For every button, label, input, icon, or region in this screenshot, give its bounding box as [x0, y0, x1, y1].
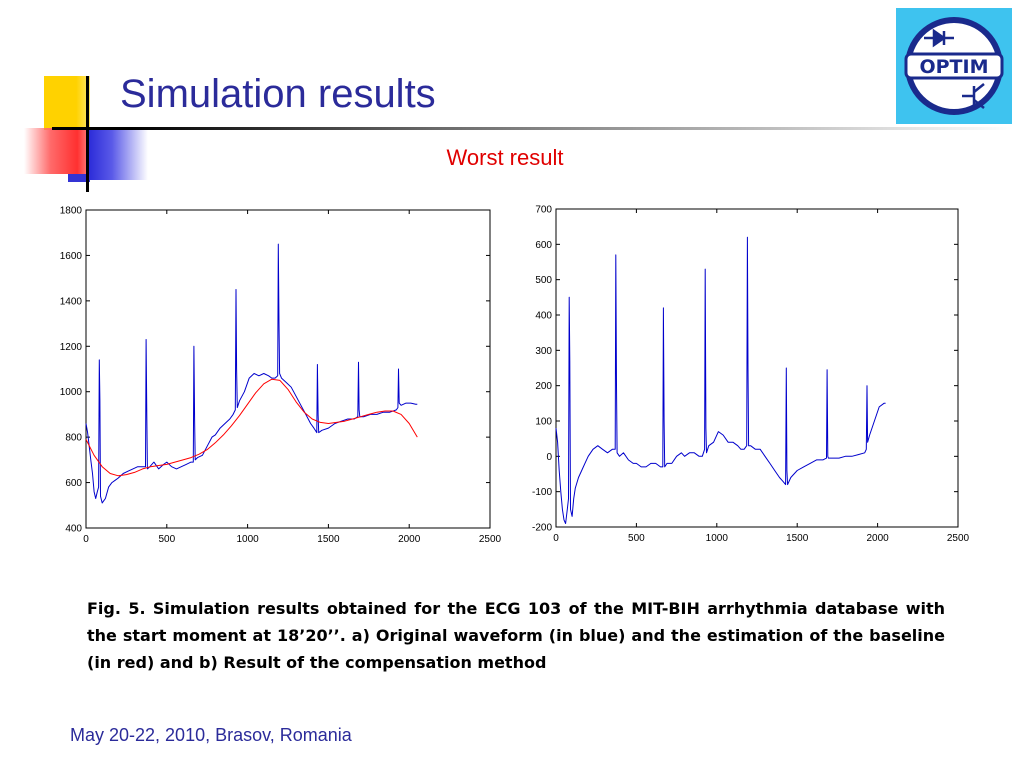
transistor-icon	[962, 83, 985, 109]
y-tick-label: -200	[532, 523, 552, 534]
y-tick-label: 0	[546, 452, 552, 463]
figure-caption: Fig. 5. Simulation results obtained for …	[87, 599, 945, 672]
y-tick-label: 200	[535, 381, 552, 392]
decor-blue-accent	[68, 174, 90, 182]
y-tick-label: 300	[535, 346, 552, 357]
chart-compensated-waveform: 0 500 1000 1500 2000 2500 -200 -100 0 100 200 300 40…	[532, 205, 970, 545]
y-tick-label: -100	[532, 487, 552, 498]
title-underline	[52, 127, 1012, 130]
optim-logo: OPTIM	[896, 8, 1012, 124]
decor-blue-block	[88, 130, 148, 180]
decor-yellow-block	[44, 76, 90, 130]
slide-subtitle: Worst result	[446, 145, 564, 170]
y-tick-label: 1200	[60, 342, 83, 353]
diode-icon	[924, 28, 954, 48]
x-tick-label: 0	[83, 534, 89, 545]
chart-original-waveform: 0 500 1000 1500 2000 2500 400 600 800 1000 1200 140…	[60, 206, 502, 546]
plot-area	[555, 208, 959, 528]
tick-layer: 0 500 1000 1500 2000 2500 -200 -100 0 100 200 300 40…	[532, 205, 970, 545]
y-tick-label: 600	[65, 478, 82, 489]
y-tick-label: 400	[65, 524, 82, 535]
x-tick-label: 0	[553, 533, 559, 544]
x-tick-label: 2500	[947, 533, 970, 544]
y-tick-label: 600	[535, 240, 552, 251]
series-layer	[555, 236, 886, 524]
y-tick-label: 1800	[60, 206, 83, 217]
y-tick-label: 1600	[60, 251, 83, 262]
y-tick-label: 500	[535, 275, 552, 286]
tick-layer: 0 500 1000 1500 2000 2500 400 600 800 1000 1200 140…	[60, 206, 502, 546]
x-tick-label: 1000	[706, 533, 729, 544]
y-tick-label: 1400	[60, 296, 83, 307]
footer-date: May 20-22, 2010, Brasov, Romania	[70, 725, 352, 745]
x-tick-label: 1000	[236, 534, 259, 545]
page-title: Simulation results	[120, 72, 436, 116]
logo-text: OPTIM	[919, 56, 988, 78]
y-tick-label: 700	[535, 205, 552, 216]
x-tick-label: 1500	[317, 534, 340, 545]
y-tick-label: 100	[535, 417, 552, 428]
x-tick-label: 2000	[866, 533, 889, 544]
y-tick-label: 800	[65, 433, 82, 444]
x-tick-label: 500	[628, 533, 645, 544]
y-tick-label: 400	[535, 311, 552, 322]
logo-text-band	[904, 52, 1004, 80]
ecg-waveform-line	[85, 243, 418, 504]
x-tick-label: 1500	[786, 533, 809, 544]
decor-vertical-line	[86, 76, 89, 192]
baseline-estimate-line	[85, 378, 418, 477]
x-tick-label: 500	[158, 534, 175, 545]
ecg-waveform-line	[555, 236, 886, 524]
y-tick-label: 1000	[60, 387, 83, 398]
x-tick-label: 2500	[479, 534, 502, 545]
plot-area	[85, 209, 491, 529]
x-tick-label: 2000	[398, 534, 421, 545]
series-layer	[85, 243, 418, 504]
